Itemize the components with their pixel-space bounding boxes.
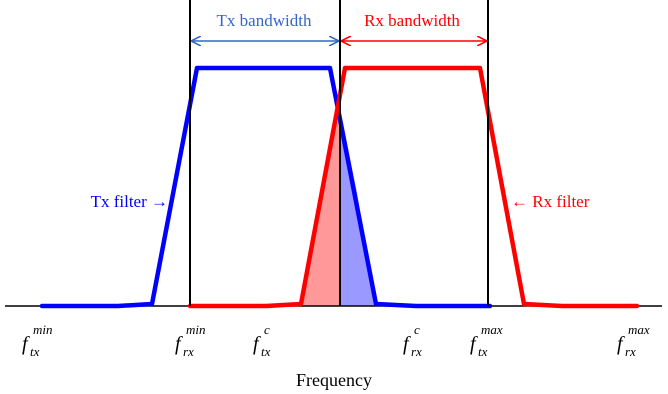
rx-filter-label: ← Rx filter — [511, 192, 590, 211]
svg-text:tx: tx — [30, 344, 40, 359]
tick-label-rx-max: f max rx — [617, 322, 650, 359]
svg-text:f: f — [470, 333, 478, 355]
tick-label-rx-c: f c rx — [403, 322, 422, 359]
svg-text:f: f — [403, 333, 411, 355]
svg-text:min: min — [186, 322, 206, 337]
tick-label-tx-max: f max tx — [470, 322, 503, 359]
svg-text:min: min — [33, 322, 53, 337]
tx-filter-label: Tx filter → — [91, 192, 168, 211]
tick-label-tx-min: f min tx — [22, 322, 53, 359]
svg-text:f: f — [617, 333, 625, 355]
svg-text:c: c — [414, 322, 420, 337]
rx-filter-curve — [187, 65, 640, 309]
x-axis-label: Frequency — [296, 370, 372, 390]
svg-text:rx: rx — [183, 344, 194, 359]
rx-bandwidth-label: Rx bandwidth — [364, 11, 460, 30]
svg-text:rx: rx — [625, 344, 636, 359]
svg-text:f: f — [253, 333, 261, 355]
tx-filter-curve — [39, 65, 493, 309]
svg-text:f: f — [22, 333, 30, 355]
tick-label-tx-c: f c tx — [253, 322, 271, 359]
svg-text:f: f — [175, 333, 183, 355]
svg-text:max: max — [628, 322, 650, 337]
svg-text:tx: tx — [478, 344, 488, 359]
svg-text:max: max — [481, 322, 503, 337]
svg-text:tx: tx — [261, 344, 271, 359]
svg-text:rx: rx — [411, 344, 422, 359]
tick-label-rx-min: f min rx — [175, 322, 206, 359]
svg-text:c: c — [264, 322, 270, 337]
tx-bandwidth-label: Tx bandwidth — [217, 11, 312, 30]
